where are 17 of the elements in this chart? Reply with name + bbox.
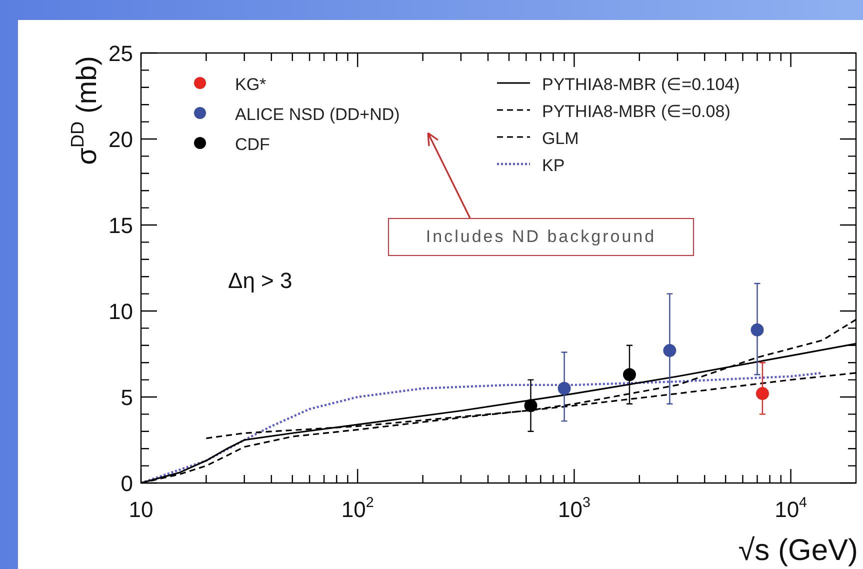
legend-label: PYTHIA8-MBR (∈=0.08) (542, 102, 730, 121)
y-tick-label: 20 (108, 127, 134, 152)
annotation: Δη > 3 (228, 268, 292, 294)
y-tick-label: 5 (120, 385, 134, 410)
legend-label: KG* (235, 75, 267, 94)
y-axis-title: σDD (mb) (67, 56, 102, 165)
legend-label: PYTHIA8-MBR (∈=0.104) (542, 75, 740, 94)
y-tick-label: 10 (108, 299, 134, 324)
legend-label: GLM (542, 129, 579, 148)
legend-label: ALICE NSD (DD+ND) (235, 105, 400, 124)
y-tick-label: 15 (108, 213, 134, 238)
y-tick-label: 0 (120, 471, 134, 496)
legend-label: CDF (235, 135, 270, 154)
annotation: Includes ND background (388, 218, 694, 256)
x-axis-title: √s (GeV) (738, 534, 858, 567)
y-tick-label: 25 (108, 41, 134, 66)
legend-label: KP (542, 156, 565, 175)
